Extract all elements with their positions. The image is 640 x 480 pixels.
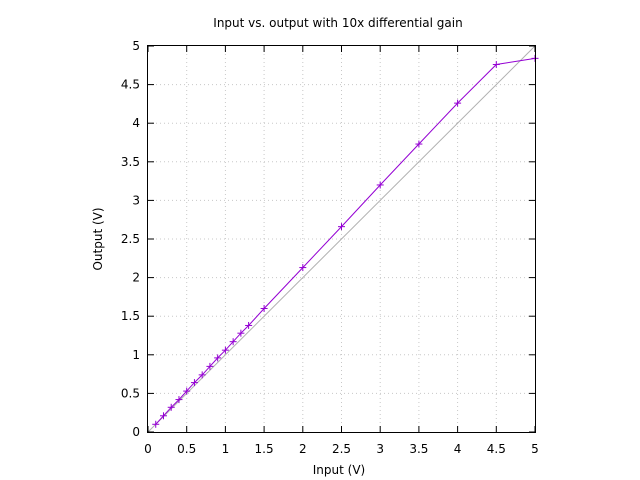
data-point	[299, 264, 307, 272]
data-point	[206, 362, 214, 370]
data-point	[237, 329, 245, 337]
y-tick-label: 2	[132, 271, 140, 285]
x-tick-label: 2	[299, 442, 307, 456]
data-point	[152, 420, 160, 428]
x-tick-label: 3	[376, 442, 384, 456]
x-tick-label: 0.5	[177, 442, 196, 456]
data-point	[214, 354, 222, 362]
data-point	[229, 338, 237, 346]
data-point	[198, 371, 206, 379]
data-point	[159, 412, 167, 420]
data-point	[415, 140, 423, 148]
data-point	[167, 403, 175, 411]
plot-frame	[147, 45, 536, 433]
x-axis-label: Input (V)	[313, 463, 365, 477]
x-tick-label: 4.5	[487, 442, 506, 456]
y-tick-label: 1	[132, 348, 140, 362]
data-point	[221, 346, 229, 354]
data-point	[338, 223, 345, 231]
reference-line	[147, 45, 536, 433]
reference-line-group	[147, 45, 536, 433]
y-tick-label: 5	[132, 39, 140, 53]
y-tick-label: 0	[132, 425, 140, 439]
data-point	[454, 99, 462, 107]
data-point	[376, 181, 384, 189]
grid-lines	[148, 46, 535, 432]
y-tick-label: 4	[132, 116, 140, 130]
axes: 0 0.5 1 1.5 2 2.5 3 3.5 4 4.5 5 0 0.5 1 1.5 2 2.5 3 3.5 4 4.…	[121, 39, 539, 456]
x-tick-label: 4	[454, 442, 462, 456]
y-tick-label: 1.5	[121, 309, 140, 323]
y-tick-label: 3.5	[121, 155, 140, 169]
x-tick-label: 3.5	[409, 442, 428, 456]
data-point	[245, 321, 253, 329]
series-group	[152, 54, 539, 428]
x-tick-label: 0	[144, 442, 152, 456]
y-tick-label: 4.5	[121, 78, 140, 92]
data-point	[260, 304, 268, 312]
x-tick-label: 2.5	[332, 442, 351, 456]
y-tick-label: 0.5	[121, 386, 140, 400]
data-point	[183, 387, 191, 395]
series-line	[155, 57, 536, 425]
y-tick-label: 3	[132, 193, 140, 207]
y-axis-label: Output (V)	[91, 207, 105, 270]
x-tick-label: 1.5	[255, 442, 274, 456]
data-point	[190, 379, 198, 387]
y-tick-label: 2.5	[121, 232, 140, 246]
data-point	[492, 61, 500, 69]
x-tick-label: 5	[531, 442, 539, 456]
x-tick-label: 1	[222, 442, 230, 456]
chart-title: Input vs. output with 10x differential g…	[213, 16, 462, 30]
data-point	[175, 396, 183, 404]
